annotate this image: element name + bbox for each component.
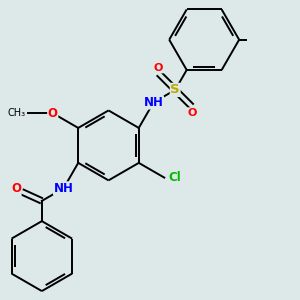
Text: O: O bbox=[154, 63, 163, 73]
Text: S: S bbox=[170, 83, 180, 96]
Text: Cl: Cl bbox=[168, 171, 181, 184]
Text: O: O bbox=[11, 182, 21, 195]
Text: NH: NH bbox=[54, 182, 74, 195]
Text: NH: NH bbox=[144, 96, 164, 109]
Text: O: O bbox=[187, 108, 196, 118]
Text: O: O bbox=[48, 107, 58, 120]
Text: CH₃: CH₃ bbox=[8, 108, 26, 118]
